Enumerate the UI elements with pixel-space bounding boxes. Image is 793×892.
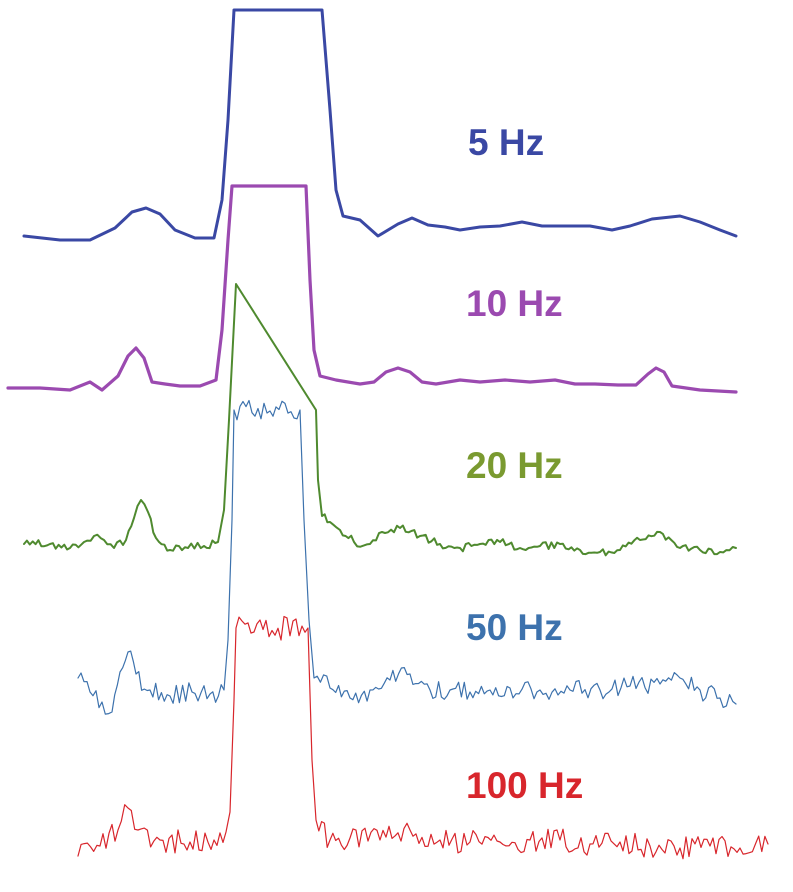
trace-100hz xyxy=(77,615,769,860)
trace-label-50hz: 50 Hz xyxy=(466,607,563,648)
trace-label-20hz: 20 Hz xyxy=(466,445,563,486)
trace-label-100hz: 100 Hz xyxy=(466,765,583,806)
label-group: 5 Hz 10 Hz 20 Hz 50 Hz 100 Hz xyxy=(466,122,583,806)
trace-group xyxy=(6,8,769,860)
trace-50hz xyxy=(77,399,737,715)
trace-label-10hz: 10 Hz xyxy=(466,283,563,324)
trace-label-5hz: 5 Hz xyxy=(468,122,544,163)
trace-10hz xyxy=(6,184,738,394)
trace-20hz xyxy=(23,283,737,557)
trace-5hz xyxy=(22,8,738,242)
